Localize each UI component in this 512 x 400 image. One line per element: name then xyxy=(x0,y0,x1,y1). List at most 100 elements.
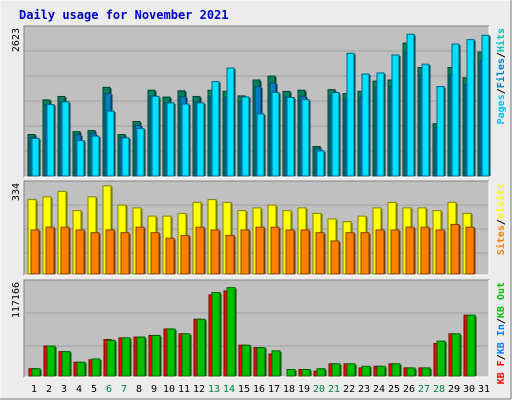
x-tick-label: 12 xyxy=(193,384,205,395)
day-1-bars xyxy=(27,134,41,177)
day-17-bars xyxy=(267,75,281,177)
day-21-bars xyxy=(327,218,341,275)
bar-kbout xyxy=(121,337,132,377)
bar-pages xyxy=(286,96,296,177)
day-27-bars xyxy=(417,63,431,177)
day-15-bars xyxy=(238,344,252,377)
bar-kbout xyxy=(286,369,297,377)
x-tick-label: 20 xyxy=(313,384,325,395)
x-tick-label: 26 xyxy=(403,384,415,395)
day-25-bars xyxy=(387,201,401,275)
bar-pages xyxy=(151,95,161,177)
x-tick-label: 31 xyxy=(478,384,490,395)
bar-kbout xyxy=(211,291,222,377)
bar-sites xyxy=(75,229,86,275)
day-24-bars xyxy=(373,365,387,377)
x-tick-label: 21 xyxy=(328,384,340,395)
legend: Sites/Visits xyxy=(495,183,507,255)
bar-kbout xyxy=(436,340,447,377)
bar-kbout xyxy=(181,333,192,377)
bar-pages xyxy=(196,102,206,177)
bar-kbout xyxy=(271,350,282,377)
bar-kbout xyxy=(46,345,57,377)
day-20-bars xyxy=(312,212,326,275)
x-tick-label: 13 xyxy=(208,384,220,395)
x-tick-label: 7 xyxy=(121,384,127,395)
day-3-bars xyxy=(57,95,71,177)
day-30-bars xyxy=(463,314,477,377)
bar-pages xyxy=(361,73,371,177)
day-21-bars xyxy=(327,89,341,177)
day-25-bars xyxy=(388,363,402,377)
day-5-bars xyxy=(88,358,102,377)
day-22-bars xyxy=(342,221,356,275)
day-28-bars xyxy=(432,86,446,177)
day-3-bars xyxy=(57,190,71,275)
day-10-bars xyxy=(162,96,176,177)
day-29-bars xyxy=(447,201,461,275)
x-tick-label: 28 xyxy=(433,384,445,395)
x-tick-label: 22 xyxy=(343,384,355,395)
bar-pages xyxy=(226,67,236,177)
day-13-bars xyxy=(207,81,221,177)
day-16-bars xyxy=(253,347,267,377)
x-tick-label: 25 xyxy=(388,384,400,395)
bar-pages xyxy=(481,34,491,177)
legend: KB F/KB In/KB Out xyxy=(496,282,507,384)
day-8-bars xyxy=(132,207,146,275)
bar-sites xyxy=(240,229,251,275)
day-28-bars xyxy=(432,210,446,275)
day-12-bars xyxy=(192,95,206,177)
x-tick-label: 29 xyxy=(448,384,460,395)
x-tick-label: 30 xyxy=(463,384,475,395)
day-8-bars xyxy=(132,120,146,177)
day-6-bars xyxy=(103,339,117,377)
bar-sites xyxy=(30,229,41,275)
day-6-bars xyxy=(102,185,116,275)
day-7-bars xyxy=(117,204,131,275)
x-tick-label: 15 xyxy=(238,384,250,395)
x-tick-label: 16 xyxy=(253,384,265,395)
legend-entry-3: / xyxy=(496,88,507,94)
day-11-bars xyxy=(178,333,192,377)
bar-kbout xyxy=(76,361,87,377)
x-tick-label: 6 xyxy=(106,384,112,395)
bar-sites xyxy=(375,229,386,275)
legend-entry-3: / xyxy=(496,354,507,360)
x-tick-label: 23 xyxy=(358,384,370,395)
bar-sites xyxy=(390,229,401,275)
x-tick-label: 27 xyxy=(418,384,430,395)
bar-pages xyxy=(466,39,476,177)
bar-sites xyxy=(60,226,71,275)
bar-sites xyxy=(360,232,371,275)
legend-entry-2: Sites xyxy=(495,225,507,255)
day-16-bars xyxy=(252,79,266,177)
day-19-bars xyxy=(297,207,311,275)
x-tick-label: 19 xyxy=(298,384,310,395)
bar-kbout xyxy=(136,336,147,377)
day-23-bars xyxy=(357,215,371,275)
bar-sites xyxy=(195,226,206,275)
bar-sites xyxy=(150,232,161,275)
bar-pages xyxy=(211,81,221,177)
x-tick-label: 8 xyxy=(136,384,142,395)
bar-sites xyxy=(405,226,416,275)
bar-kbout xyxy=(151,334,162,377)
day-16-bars xyxy=(252,207,266,275)
day-17-bars xyxy=(268,350,282,377)
day-23-bars xyxy=(358,365,372,377)
day-23-bars xyxy=(357,73,371,177)
day-14-bars xyxy=(223,287,237,377)
day-1-bars xyxy=(27,199,41,275)
day-12-bars xyxy=(192,201,206,275)
bar-pages xyxy=(166,102,176,177)
bar-sites xyxy=(105,229,116,275)
day-13-bars xyxy=(208,291,222,377)
x-tick-label: 24 xyxy=(373,384,385,395)
day-14-bars xyxy=(222,201,236,275)
bar-sites xyxy=(90,232,101,275)
day-11-bars xyxy=(177,90,191,177)
bar-sites xyxy=(285,229,296,275)
legend-entry-4: KB F xyxy=(496,360,507,384)
